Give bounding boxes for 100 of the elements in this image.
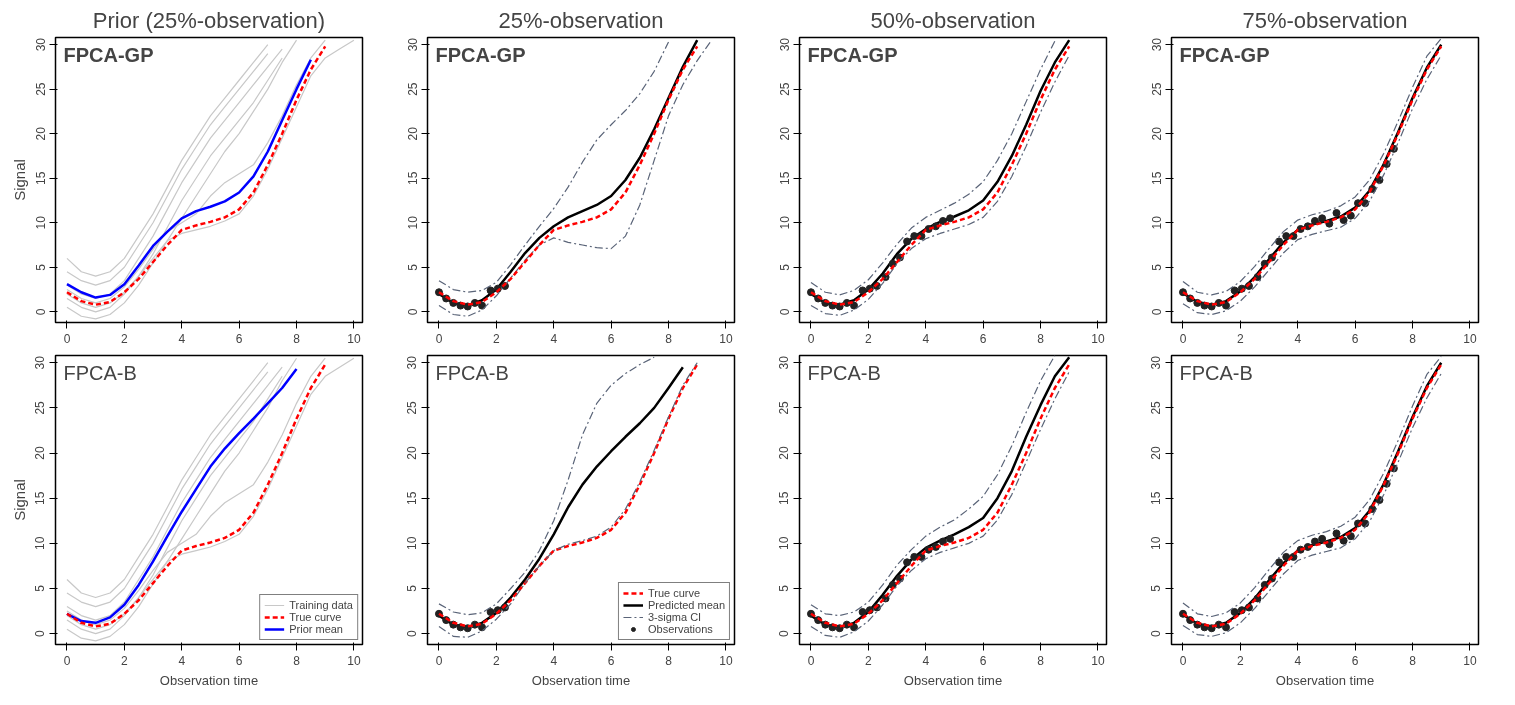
y-tick-label: 20 <box>405 126 420 141</box>
x-tick-label: 4 <box>922 653 930 668</box>
y-tick-label: 0 <box>1149 630 1164 637</box>
x-tick-label: 4 <box>550 653 558 668</box>
chart-title: 25%-observation <box>498 7 664 33</box>
x-tick-label: 2 <box>865 653 873 668</box>
legend-label: Training data <box>289 599 353 611</box>
x-tick-label: 4 <box>922 331 930 346</box>
annotation: FPCA-B <box>1179 361 1253 384</box>
chart-title: 50%-observation <box>870 7 1036 33</box>
y-tick-label: 0 <box>777 308 792 316</box>
y-tick-label: 25 <box>33 82 48 96</box>
x-tick-label: 8 <box>1409 653 1417 668</box>
y-tick-label: 0 <box>33 630 48 637</box>
y-tick-label: 15 <box>33 171 48 185</box>
y-tick-label: 15 <box>405 171 420 185</box>
y-tick-label: 0 <box>33 308 48 316</box>
y-tick-label: 15 <box>777 491 792 505</box>
y-tick-label: 5 <box>777 584 792 592</box>
x-tick-label: 0 <box>435 331 443 346</box>
legend-label: Predicted mean <box>647 599 725 611</box>
x-tick-label: 6 <box>235 653 243 668</box>
y-tick-label: 10 <box>405 536 420 551</box>
x-axis-title: Observation time <box>159 672 259 688</box>
y-tick-label: 10 <box>777 215 792 230</box>
x-tick-label: 2 <box>121 331 129 346</box>
x-tick-label: 6 <box>1351 331 1359 346</box>
y-tick-label: 0 <box>405 308 420 316</box>
x-tick-label: 4 <box>1294 653 1302 668</box>
x-tick-label: 10 <box>1091 331 1105 346</box>
y-tick-label: 30 <box>405 355 420 370</box>
y-tick-label: 5 <box>777 263 792 271</box>
x-tick-label: 2 <box>1237 331 1245 346</box>
legend-label: True curve <box>289 611 342 623</box>
x-tick-label: 6 <box>979 653 987 668</box>
x-tick-label: 6 <box>607 331 615 346</box>
y-tick-label: 20 <box>1149 126 1164 141</box>
x-tick-label: 2 <box>865 331 873 346</box>
y-tick-label: 20 <box>777 446 792 460</box>
y-tick-label: 10 <box>33 215 48 230</box>
x-axis-title: Observation time <box>903 672 1003 688</box>
x-tick-label: 10 <box>347 331 361 346</box>
annotation: FPCA-B <box>807 361 881 384</box>
y-tick-label: 5 <box>1149 263 1164 271</box>
y-tick-label: 15 <box>33 491 48 505</box>
x-tick-label: 0 <box>435 653 443 668</box>
x-tick-label: 0 <box>807 653 815 668</box>
legend-label: 3-sigma CI <box>647 611 702 623</box>
y-tick-label: 25 <box>777 82 792 96</box>
y-tick-label: 30 <box>1149 355 1164 370</box>
x-tick-label: 10 <box>347 653 361 668</box>
x-axis-title: Observation time <box>1275 672 1375 688</box>
chart-title: 75%-observation <box>1242 7 1408 33</box>
x-tick-label: 10 <box>1463 653 1477 668</box>
x-tick-label: 0 <box>807 331 815 346</box>
y-tick-label: 0 <box>405 630 420 637</box>
x-tick-label: 6 <box>1351 653 1359 668</box>
y-tick-label: 25 <box>33 400 48 415</box>
y-tick-label: 5 <box>405 263 420 271</box>
x-tick-label: 8 <box>293 331 301 346</box>
annotation: FPCA-GP <box>435 43 526 66</box>
y-tick-label: 5 <box>405 584 420 592</box>
y-tick-label: 15 <box>777 171 792 185</box>
y-tick-label: 0 <box>1149 308 1164 316</box>
annotation: FPCA-B <box>63 361 137 384</box>
y-tick-label: 20 <box>33 446 48 460</box>
x-tick-label: 2 <box>493 331 501 346</box>
x-tick-label: 10 <box>1091 653 1105 668</box>
y-axis-title: Signal <box>10 479 28 521</box>
y-tick-label: 5 <box>33 263 48 271</box>
x-tick-label: 8 <box>1037 653 1045 668</box>
x-tick-label: 4 <box>550 331 558 346</box>
y-tick-label: 25 <box>777 400 792 415</box>
x-tick-label: 4 <box>178 331 186 346</box>
y-tick-label: 10 <box>33 536 48 551</box>
y-tick-label: 10 <box>1149 536 1164 551</box>
legend-label: Observations <box>647 623 713 635</box>
y-tick-label: 15 <box>405 491 420 505</box>
y-tick-label: 5 <box>33 584 48 592</box>
x-tick-label: 0 <box>63 653 71 668</box>
y-tick-label: 30 <box>1149 37 1164 52</box>
y-tick-label: 20 <box>777 126 792 141</box>
annotation: FPCA-GP <box>807 43 898 66</box>
x-tick-label: 10 <box>719 331 733 346</box>
x-tick-label: 8 <box>1409 331 1417 346</box>
y-tick-label: 25 <box>405 400 420 415</box>
x-tick-label: 0 <box>1179 331 1187 346</box>
y-tick-label: 20 <box>33 126 48 141</box>
y-tick-label: 25 <box>1149 400 1164 415</box>
x-tick-label: 10 <box>1463 331 1477 346</box>
chart-title: Prior (25%-observation) <box>92 7 326 33</box>
y-tick-label: 15 <box>1149 171 1164 185</box>
x-tick-label: 2 <box>1237 653 1245 668</box>
y-tick-label: 25 <box>1149 82 1164 96</box>
annotation: FPCA-B <box>435 361 509 384</box>
y-tick-label: 20 <box>405 446 420 460</box>
x-tick-label: 8 <box>293 653 301 668</box>
x-tick-label: 2 <box>121 653 129 668</box>
x-tick-label: 0 <box>63 331 71 346</box>
y-tick-label: 30 <box>33 37 48 52</box>
